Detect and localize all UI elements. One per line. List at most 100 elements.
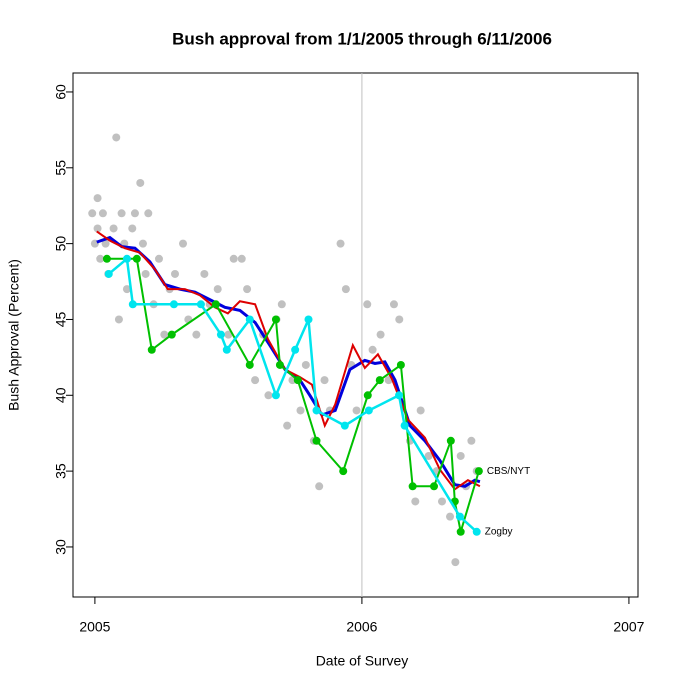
point [147,345,156,354]
point [93,194,102,203]
point [122,285,131,294]
point [96,254,105,263]
series-line [96,235,481,488]
y-axis-label: Bush Approval (Percent) [6,259,22,411]
point [304,315,313,324]
point [446,436,455,445]
point [114,315,123,324]
x-tick-label: 2007 [613,619,644,635]
point [245,315,254,324]
chart-title: Bush approval from 1/1/2005 through 6/11… [172,29,552,48]
point [170,269,179,278]
point [264,391,273,400]
y-tick-label: 30 [53,539,69,555]
point [339,467,348,476]
point [438,497,447,506]
point [283,421,292,430]
y-tick-label: 40 [53,387,69,403]
series-line [96,230,481,491]
point [88,209,97,218]
point [229,254,238,263]
point [243,285,252,294]
series-line [106,257,480,533]
point [144,209,153,218]
point [456,527,465,536]
point [130,209,139,218]
point [128,300,137,309]
point [216,330,225,339]
point [102,254,111,263]
point [271,391,280,400]
point [291,345,300,354]
series-label: Zogby [485,526,513,537]
point [352,406,361,415]
point [430,482,439,491]
point [138,239,147,248]
y-tick-label: 55 [53,160,69,176]
point [341,285,350,294]
point [395,391,404,400]
point [467,436,476,445]
point [315,482,324,491]
plot-box [72,72,639,598]
point [368,345,377,354]
point [411,497,420,506]
point [389,300,398,309]
point [213,285,222,294]
point [320,376,329,385]
point [169,300,178,309]
point [196,300,205,309]
point [101,239,110,248]
point [296,406,305,415]
point [400,421,409,430]
point [363,391,372,400]
point [312,436,321,445]
point [109,224,118,233]
point [132,254,141,263]
point [312,406,321,415]
point [112,133,121,142]
point [117,209,126,218]
point [395,315,404,324]
point [98,209,107,218]
point [451,558,460,567]
point [340,421,349,430]
point [122,254,131,263]
point [222,345,231,354]
point [396,360,405,369]
point [192,330,201,339]
y-tick-label: 60 [53,84,69,100]
point [141,269,150,278]
point [136,178,145,187]
point [277,300,286,309]
point [200,269,209,278]
point [211,300,220,309]
point [293,376,302,385]
point [251,376,260,385]
point [245,360,254,369]
point [275,360,284,369]
y-tick-label: 35 [53,463,69,479]
y-tick-label: 45 [53,311,69,327]
point [364,406,373,415]
point [93,224,102,233]
point [154,254,163,263]
point [179,239,188,248]
point [301,360,310,369]
point [375,376,384,385]
point [237,254,246,263]
x-axis-label: Date of Survey [316,653,409,669]
x-tick-label: 2006 [346,619,377,635]
point [167,330,176,339]
point [416,406,425,415]
point [271,315,280,324]
point [424,451,433,460]
point [446,512,455,521]
point [455,512,464,521]
point [336,239,345,248]
point [456,451,465,460]
point [472,527,481,536]
series-label: CBS/NYT [487,466,530,477]
point [408,482,417,491]
